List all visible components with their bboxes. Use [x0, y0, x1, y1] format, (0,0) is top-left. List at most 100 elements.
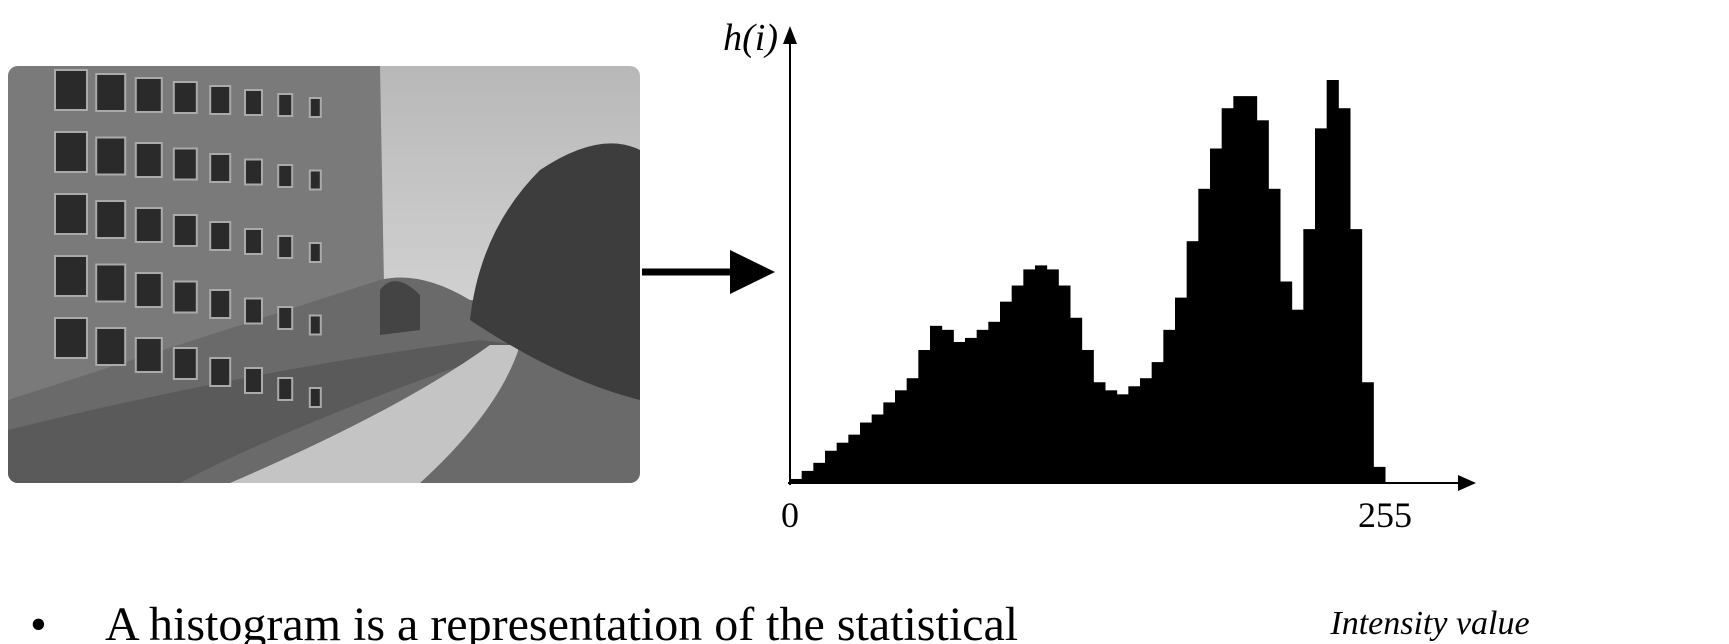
bar: [1221, 108, 1234, 484]
bar: [1070, 317, 1083, 483]
bar: [1151, 362, 1164, 483]
bar: [1326, 80, 1339, 483]
window: [244, 228, 263, 255]
window: [209, 85, 232, 115]
bar: [1268, 188, 1281, 483]
bar: [1186, 241, 1199, 483]
bar: [1350, 229, 1363, 483]
window: [209, 221, 232, 251]
window: [172, 280, 198, 314]
window: [308, 387, 322, 408]
x-tick-label: 0: [781, 495, 799, 535]
window: [209, 153, 232, 183]
window: [95, 327, 127, 366]
bar: [1175, 297, 1188, 483]
window: [95, 73, 127, 112]
window: [277, 377, 294, 401]
photo: [8, 66, 640, 483]
bar: [1361, 382, 1374, 483]
x-tick-label: 255: [1358, 495, 1412, 535]
histogram: [790, 80, 1386, 484]
bar: [895, 390, 908, 483]
window: [308, 97, 322, 118]
bar: [1000, 301, 1013, 483]
bar: [1011, 285, 1024, 483]
x-axis-label: Intensity value: [1329, 605, 1529, 642]
bar: [1081, 350, 1094, 483]
bar: [918, 350, 931, 483]
bullet-dot: •: [30, 598, 47, 644]
windows: [54, 69, 322, 408]
window: [134, 337, 163, 373]
window: [54, 131, 88, 173]
bar: [825, 450, 838, 483]
window: [134, 207, 163, 243]
road: [8, 340, 520, 483]
window: [54, 317, 88, 359]
bar: [953, 341, 966, 483]
window: [244, 367, 263, 394]
bar: [988, 321, 1001, 483]
x-axis-arrow: [1458, 475, 1476, 491]
window: [54, 193, 88, 235]
bar: [1233, 96, 1246, 484]
bar: [965, 337, 978, 483]
window: [172, 81, 198, 114]
window: [277, 164, 294, 188]
bar: [883, 402, 896, 483]
window: [308, 169, 322, 191]
window: [54, 69, 88, 111]
bar: [1163, 329, 1176, 483]
bar: [848, 434, 861, 483]
bar: [1046, 269, 1059, 483]
window: [277, 93, 294, 117]
bar: [1198, 188, 1211, 483]
bar: [1140, 378, 1153, 483]
bar: [1280, 281, 1293, 483]
bullet-text: A histogram is a representation of the s…: [105, 598, 1018, 644]
window: [54, 255, 88, 297]
window: [172, 147, 198, 181]
trees: [470, 143, 640, 401]
window: [172, 214, 198, 247]
window: [134, 272, 163, 308]
window: [95, 263, 127, 303]
bar: [941, 329, 954, 483]
window: [308, 242, 322, 263]
bar: [1023, 269, 1036, 483]
bar: [1035, 265, 1048, 483]
bar: [860, 422, 873, 483]
window: [172, 347, 198, 380]
bar: [790, 478, 803, 483]
bar: [1303, 229, 1316, 483]
bar: [1093, 382, 1106, 483]
bar: [801, 470, 814, 483]
window: [95, 136, 127, 176]
window: [308, 314, 322, 336]
bar: [1338, 108, 1351, 484]
sidewalk: [230, 345, 520, 483]
window: [95, 200, 127, 239]
bar: [1105, 390, 1118, 483]
window: [209, 289, 232, 319]
window: [244, 89, 263, 116]
bar: [1256, 120, 1269, 484]
window: [244, 158, 263, 186]
bush: [380, 281, 420, 335]
y-axis-arrow: [783, 26, 797, 44]
window: [134, 142, 163, 178]
window: [244, 297, 263, 325]
bar: [1128, 386, 1141, 483]
window: [277, 235, 294, 259]
bar: [1116, 394, 1129, 483]
bar: [1315, 128, 1328, 484]
bar: [930, 325, 943, 483]
bar: [906, 378, 919, 483]
y-axis-label: h(i): [723, 17, 778, 59]
window: [134, 77, 163, 113]
bar: [976, 329, 989, 483]
arrow-head: [730, 250, 775, 294]
window: [209, 357, 232, 387]
bar: [1210, 148, 1223, 483]
